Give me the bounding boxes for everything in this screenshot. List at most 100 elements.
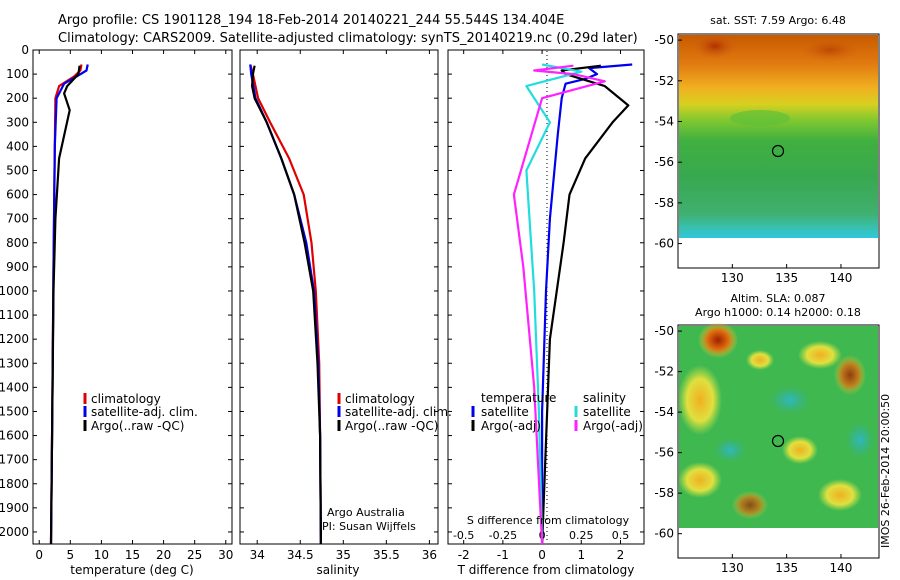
sst-map-ticks: 130 135 140 -50 -52 -54 -56 -58 -60 (654, 33, 852, 285)
sla-positive-anomaly (798, 341, 842, 369)
depth-tick-label: 1900 (0, 501, 29, 515)
sla-high-eddy (834, 355, 866, 395)
sst-map-panel: sat. SST: 7.59 Argo: 6.48 130 135 140 -50 -5… (654, 14, 880, 285)
sla-positive-anomaly (746, 350, 774, 370)
s-axis-tick-label: -0.25 (489, 529, 517, 542)
s-axis-tick-label: 0.5 (612, 529, 630, 542)
sla-positive-anomaly (782, 436, 818, 464)
s-axis-tick-label: -0.5 (453, 529, 474, 542)
lon-tick-label: 140 (830, 271, 853, 285)
depth-tick-label: 400 (6, 139, 29, 153)
depth-tick-label: 1000 (0, 284, 29, 298)
legend-label-satellite: satellite-adj. clim. (91, 405, 198, 419)
x-tick-label: -1 (497, 548, 509, 562)
lat-tick-label: -54 (654, 405, 674, 419)
series-line-argo-raw-qc (49, 65, 81, 545)
temperature-ticks: 0 5 10 15 20 25 30 (35, 50, 233, 562)
sla-map-ticks: 130 135 140 -50 -52 -54 -56 -58 -60 (654, 324, 852, 575)
legend-label-t-argo: Argo(-adj) (481, 419, 541, 433)
lat-tick-label: -58 (654, 196, 674, 210)
credit-institution: Argo Australia (327, 506, 405, 519)
x-tick-label: 35 (336, 548, 351, 562)
credit-pi: PI: Susan Wijffels (322, 520, 416, 533)
salinity-panel: 34 34.5 35 35.5 36 salinity climatology sate… (239, 49, 452, 577)
depth-tick-label: 900 (6, 260, 29, 274)
x-tick-label: 30 (218, 548, 233, 562)
temperature-lines (49, 64, 89, 545)
x-tick-label: 1 (577, 548, 585, 562)
depth-tick-label: 700 (6, 212, 29, 226)
sla-high-eddy (698, 322, 738, 358)
x-tick-label: 36 (422, 548, 437, 562)
series-line-satellite-adj-clim (49, 64, 89, 545)
sla-positive-anomaly (818, 479, 862, 511)
depth-tick-label: 300 (6, 115, 29, 129)
depth-tick-label: 1200 (0, 332, 29, 346)
depth-tick-label: 0 (21, 43, 29, 57)
salinity-lines (249, 64, 322, 545)
x-tick-label: 5 (66, 548, 74, 562)
legend-label-argo: Argo(..raw -QC) (345, 419, 438, 433)
header-line-2: Climatology: CARS2009. Satellite-adjuste… (58, 31, 638, 46)
lat-tick-label: -50 (654, 324, 674, 338)
sla-positive-anomaly (678, 462, 722, 498)
difference-xlabel: T difference from climatology (457, 563, 635, 577)
x-tick-label: 25 (187, 548, 202, 562)
sla-map-title-2: Argo h1000: 0.14 h2000: 0.18 (695, 306, 861, 319)
legend-label-climatology: climatology (91, 392, 161, 406)
lat-tick-label: -60 (654, 527, 674, 541)
argo-location-marker (771, 144, 785, 158)
x-tick-label: 34 (250, 548, 265, 562)
lat-tick-label: -60 (654, 237, 674, 251)
x-tick-label: 15 (125, 548, 140, 562)
series-line-temperature-argo-adj (541, 64, 630, 545)
sla-negative-anomaly (770, 386, 810, 414)
legend-label-climatology: climatology (345, 392, 415, 406)
depth-tick-label: 800 (6, 236, 29, 250)
depth-tick-label: 1400 (0, 380, 29, 394)
depth-tick-label: 200 (6, 91, 29, 105)
difference-panel: -2 -1 0 1 2-0.5 -0.25 0 0.25 0.5 S difference fr… (447, 49, 645, 577)
lat-tick-label: -56 (654, 446, 674, 460)
temperature-legend: climatology satellite-adj. clim. Argo(..… (83, 392, 198, 433)
legend-label-argo: Argo(..raw -QC) (91, 419, 184, 433)
legend-label-satellite: satellite-adj. clim. (345, 405, 452, 419)
depth-tick-label: 500 (6, 163, 29, 177)
lat-tick-label: -56 (654, 155, 674, 169)
depth-tick-label: 600 (6, 188, 29, 202)
x-tick-label: 35.5 (373, 548, 400, 562)
series-line-satellite-adj-clim (249, 64, 322, 545)
series-line-argo-raw-qc (251, 65, 322, 545)
legend-label-t-satellite: satellite (481, 405, 529, 419)
sst-map-title: sat. SST: 7.59 Argo: 6.48 (710, 14, 846, 27)
difference-lines (512, 63, 633, 545)
depth-tick-label: 1500 (0, 404, 29, 418)
lat-tick-label: -52 (654, 74, 674, 88)
sst-warm-patch (693, 33, 737, 59)
salinity-ticks: 34 34.5 35 35.5 36 (240, 49, 438, 562)
sst-front (730, 110, 790, 126)
depth-tick-label: 100 (6, 67, 29, 81)
temperature-xlabel: temperature (deg C) (70, 563, 193, 577)
legend-label-s-satellite: satellite (583, 405, 631, 419)
sst-warm-patch (800, 38, 860, 62)
salinity-legend: climatology satellite-adj. clim. Argo(..… (337, 392, 452, 433)
x-tick-label: 0 (35, 548, 43, 562)
lat-tick-label: -52 (654, 365, 674, 379)
depth-tick-label: 1600 (0, 429, 29, 443)
sla-high-eddy (732, 491, 768, 519)
sla-map-title-1: Altim. SLA: 0.087 (730, 292, 825, 305)
x-tick-label: 10 (94, 548, 109, 562)
salinity-xlabel: salinity (316, 563, 359, 577)
legend-title-temperature: temperature (481, 391, 556, 405)
sla-positive-anomaly (678, 365, 722, 435)
x-tick-label: 2 (617, 548, 625, 562)
lat-tick-label: -50 (654, 33, 674, 47)
depth-ticks: 0 100 200 300 400 500 600 700 800 900 1000 1100 1200… (0, 43, 232, 539)
depth-tick-label: 1700 (0, 453, 29, 467)
legend-title-salinity: salinity (583, 391, 626, 405)
lon-tick-label: 130 (721, 271, 744, 285)
imos-timestamp: IMOS 26-Feb-2014 20:00:50 (879, 394, 892, 548)
series-line-salinity-argo-adj (512, 64, 606, 545)
